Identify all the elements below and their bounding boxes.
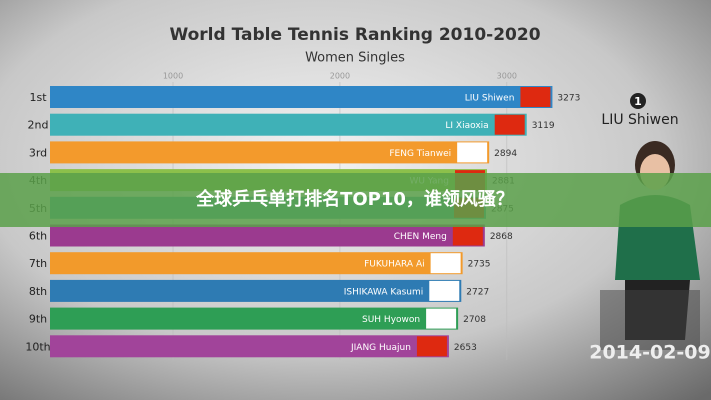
y-tick-label: 3rd	[29, 146, 47, 159]
flag	[520, 87, 551, 107]
x-tick-label: 1000	[163, 72, 183, 81]
banner-band	[0, 173, 711, 227]
bar	[50, 307, 459, 330]
banner-text: 全球乒乓单打排名TOP10，谁领风骚？	[195, 188, 514, 210]
value-label: 2727	[466, 287, 489, 297]
flag	[416, 336, 447, 357]
value-label: 3273	[557, 94, 580, 104]
flag	[430, 253, 461, 274]
bar-name: ISHIKAWA Kasumi	[344, 287, 424, 297]
value-label: 2894	[494, 149, 517, 159]
value-label: 2708	[463, 315, 486, 325]
bar	[50, 335, 449, 358]
y-tick-label: 6th	[29, 230, 47, 243]
flag	[452, 225, 483, 246]
y-tick-label: 9th	[29, 313, 47, 326]
bar-name: FUKUHARA Ai	[364, 260, 425, 270]
bar	[50, 141, 490, 164]
bar-name: FENG Tianwei	[389, 149, 451, 159]
bar	[50, 224, 485, 247]
bar	[50, 86, 553, 108]
leader-rank: 1	[634, 95, 642, 108]
value-label: 3119	[532, 121, 555, 131]
y-tick-label: 8th	[29, 285, 47, 298]
flag	[457, 142, 488, 163]
chart-subtitle: Women Singles	[305, 51, 405, 66]
y-tick-label: 2nd	[28, 119, 49, 132]
x-tick-label: 3000	[497, 72, 517, 81]
bar-name: CHEN Meng	[394, 232, 447, 242]
bar-name: SUH Hyowon	[362, 315, 420, 325]
bar	[50, 279, 462, 302]
bar-name: LIU Shiwen	[465, 94, 515, 104]
bar-name: LI Xiaoxia	[445, 121, 488, 131]
value-label: 2653	[454, 343, 477, 353]
value-label: 2735	[468, 260, 491, 270]
bar	[50, 113, 527, 136]
y-tick-label: 10th	[25, 340, 50, 353]
flag	[429, 280, 460, 301]
bar	[50, 252, 463, 275]
chart-title: World Table Tennis Ranking 2010-2020	[169, 25, 540, 45]
date-label: 2014-02-09	[589, 342, 711, 364]
flag	[494, 114, 525, 135]
value-label: 2868	[490, 232, 513, 242]
y-tick-label: 7th	[29, 257, 47, 270]
flag	[426, 308, 457, 329]
y-tick-label: 1st	[29, 91, 47, 104]
bar-name: JIANG Huajun	[350, 343, 411, 353]
leader-name: LIU Shiwen	[601, 112, 678, 128]
x-tick-label: 2000	[330, 72, 350, 81]
rank-badge	[630, 93, 646, 109]
